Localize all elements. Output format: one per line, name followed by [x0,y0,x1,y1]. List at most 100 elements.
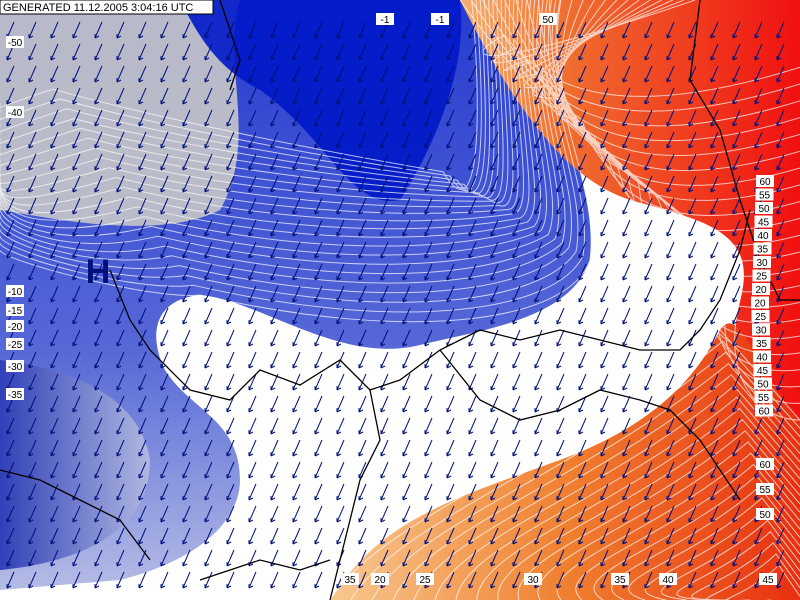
wind-arrow [116,241,125,259]
wind-arrow [468,483,477,501]
wind-arrow [292,241,301,259]
wind-arrow [50,373,59,391]
wind-arrow [512,21,521,39]
wind-arrow [600,461,609,479]
wind-arrow [50,197,59,215]
wind-arrow [28,285,37,303]
wind-arrow [622,285,631,303]
wind-arrow [578,131,587,149]
wind-arrow [182,153,191,171]
contour-label: 35 [344,575,356,586]
wind-arrow [94,417,103,435]
wind-arrow [402,21,411,39]
wind-arrow [424,153,433,171]
wind-arrow [556,483,565,501]
wind-arrow [292,197,301,215]
wind-arrow [512,263,521,281]
label-box [371,573,389,585]
contour-label: 60 [758,407,770,418]
wind-arrow [490,351,499,369]
wind-arrow [182,175,191,193]
wind-arrow [512,505,521,523]
wind-arrow [402,417,411,435]
isoline [523,0,800,156]
wind-arrow [94,483,103,501]
wind-arrows [6,21,785,589]
label-box [753,364,772,376]
contour-labels: -1 -1 50 -50 -40 -10 -15 -20 -25 -30 -35 60 55 50 45 40… [6,13,777,586]
wind-arrow [6,505,15,523]
wind-arrow [182,483,191,501]
wind-arrow [600,417,609,435]
wind-arrow [116,109,125,127]
wind-arrow [666,197,675,215]
wind-arrow [380,109,389,127]
wind-arrow [688,439,697,457]
wind-arrow [314,87,323,105]
cold-core [180,0,462,201]
wind-arrow [490,153,499,171]
wind-arrow [424,65,433,83]
wind-arrow [358,307,367,325]
wind-arrow [204,417,213,435]
wind-arrow [248,505,257,523]
isoline [533,0,800,171]
wind-arrow [204,65,213,83]
label-box [754,391,773,403]
wind-arrow [754,87,763,105]
wind-arrow [556,307,565,325]
wind-arrow [314,131,323,149]
wind-arrow [666,219,675,237]
wind-arrow [50,21,59,39]
wind-arrow [336,263,345,281]
wind-arrow [380,285,389,303]
wind-arrow [512,43,521,61]
wind-arrow [710,219,719,237]
header-box [0,0,214,15]
wind-arrow [446,439,455,457]
wind-arrow [248,87,257,105]
wind-arrow [116,175,125,193]
wind-arrow [732,175,741,193]
wind-arrow [314,219,323,237]
wind-arrow [666,439,675,457]
contour-label: -1 [436,15,445,26]
wind-arrow [754,43,763,61]
wind-arrow [116,329,125,347]
isoline [0,0,560,275]
wind-arrow [314,307,323,325]
wind-arrow [6,417,15,435]
wind-arrow [72,373,81,391]
wind-arrow [138,109,147,127]
wind-arrow [270,197,279,215]
wind-arrow [160,439,169,457]
label-box [6,320,24,332]
wind-arrow [116,153,125,171]
wind-arrow [204,483,213,501]
wind-arrow [622,439,631,457]
wind-arrow [226,571,235,589]
wind-arrow [6,65,15,83]
wind-arrow [116,285,125,303]
wind-arrow [72,109,81,127]
wind-arrow [160,505,169,523]
wind-arrow [358,505,367,523]
wind-arrow [248,131,257,149]
wind-arrow [710,571,719,589]
wind-arrow [776,153,785,171]
wind-arrow [710,505,719,523]
wind-arrow [28,395,37,413]
wind-arrow [666,65,675,83]
wind-arrow [336,87,345,105]
wind-arrow [424,351,433,369]
wind-arrow [138,153,147,171]
wind-arrow [292,461,301,479]
wind-arrow [468,197,477,215]
wind-arrow [490,285,499,303]
wind-arrow [446,263,455,281]
contour-label: 20 [755,285,767,296]
wind-arrow [138,263,147,281]
wind-arrow [270,307,279,325]
wind-arrow [402,175,411,193]
wind-arrow [94,505,103,523]
